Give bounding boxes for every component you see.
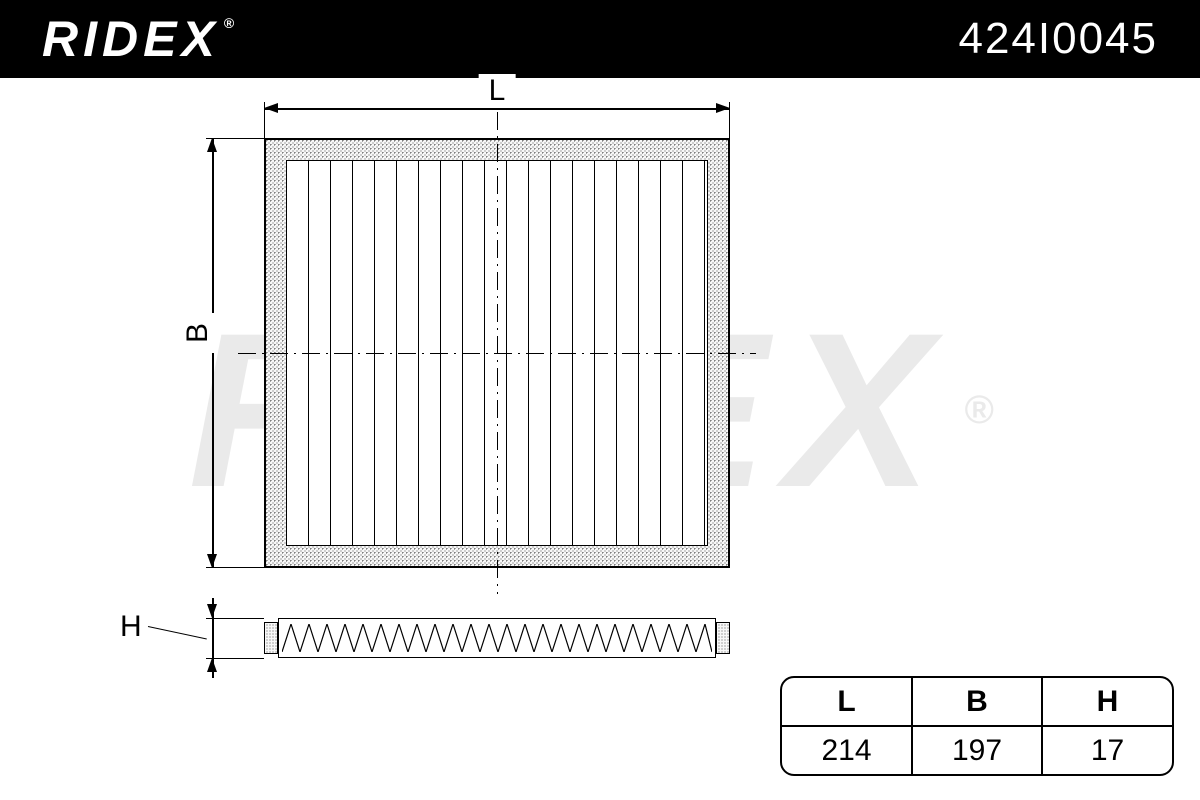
part-number: 424I0045 <box>958 14 1158 64</box>
table-row: 214 197 17 <box>782 726 1172 774</box>
dimension-b-label: B <box>181 313 215 353</box>
side-cap-right <box>716 622 730 654</box>
brand-text: RIDEX <box>42 11 220 67</box>
dimension-h: H <box>120 604 280 674</box>
dimension-h-label: H <box>120 610 142 644</box>
filter-side-view <box>264 618 730 658</box>
table-header: L <box>782 678 912 726</box>
brand-logo: RIDEX® <box>42 10 239 68</box>
filter-top-view <box>264 138 730 568</box>
side-zigzag <box>282 624 712 652</box>
dimension-b: B <box>206 138 226 568</box>
technical-drawing: L B H <box>0 78 1200 800</box>
table-cell: 214 <box>782 726 912 774</box>
table-cell: 17 <box>1042 726 1172 774</box>
table-cell: 197 <box>912 726 1042 774</box>
dimensions-table: L B H 214 197 17 <box>780 676 1174 776</box>
dimension-l-label: L <box>479 74 516 108</box>
table-header: H <box>1042 678 1172 726</box>
table-header: B <box>912 678 1042 726</box>
brand-registered: ® <box>224 15 239 31</box>
side-cap-left <box>264 622 278 654</box>
header-bar: RIDEX® 424I0045 <box>0 0 1200 78</box>
centerline-vertical <box>497 112 498 594</box>
